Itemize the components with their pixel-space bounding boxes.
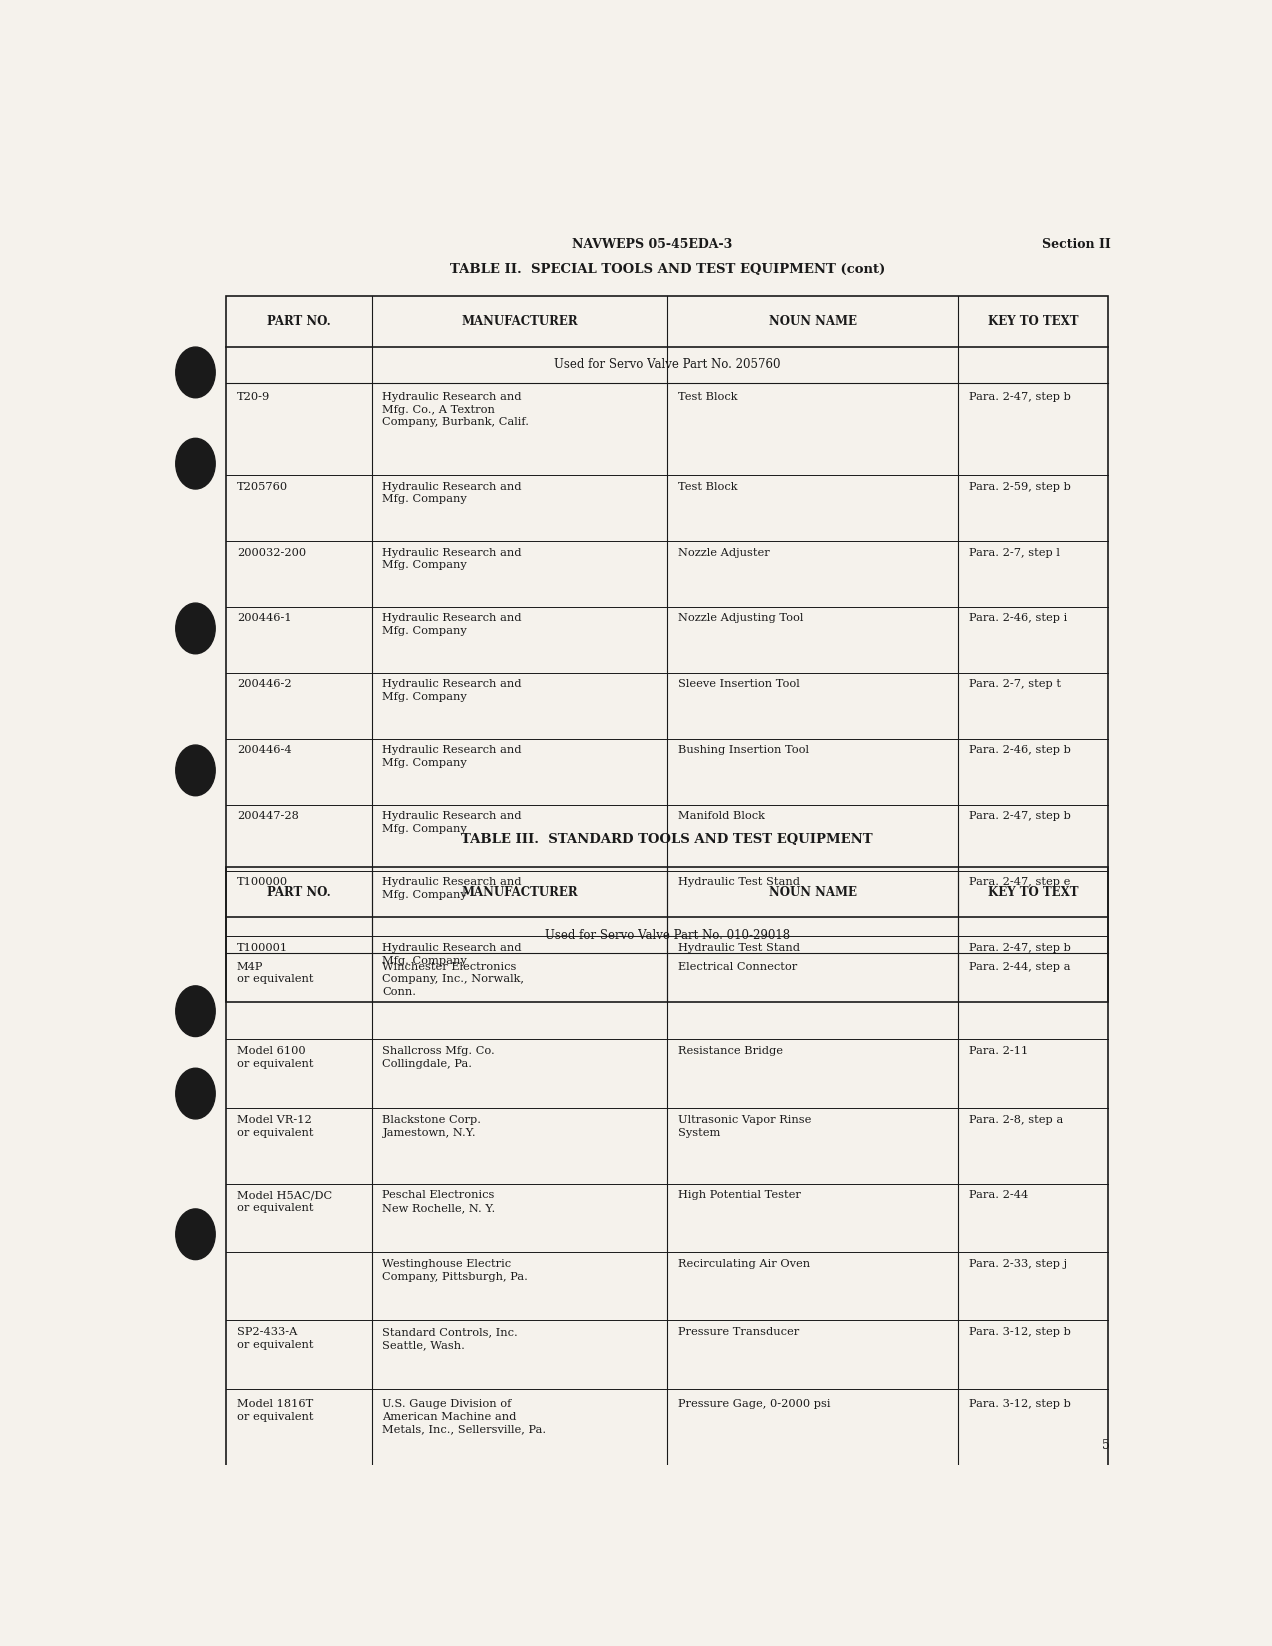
Text: Model 6100
or equivalent: Model 6100 or equivalent xyxy=(237,1045,313,1068)
Text: Winchester Electronics
Company, Inc., Norwalk,
Conn.: Winchester Electronics Company, Inc., No… xyxy=(383,961,524,997)
Text: 200446-1: 200446-1 xyxy=(237,614,291,624)
Text: Resistance Bridge: Resistance Bridge xyxy=(678,1045,784,1057)
Text: Used for Servo Valve Part No. 205760: Used for Servo Valve Part No. 205760 xyxy=(553,359,781,372)
Circle shape xyxy=(176,746,215,795)
Text: Shallcross Mfg. Co.
Collingdale, Pa.: Shallcross Mfg. Co. Collingdale, Pa. xyxy=(383,1045,495,1068)
Text: Test Block: Test Block xyxy=(678,482,738,492)
Text: Ultrasonic Vapor Rinse
System: Ultrasonic Vapor Rinse System xyxy=(678,1114,812,1137)
Text: Hydraulic Research and
Mfg. Company: Hydraulic Research and Mfg. Company xyxy=(383,877,522,900)
Text: M4P
or equivalent: M4P or equivalent xyxy=(237,961,313,984)
Text: TABLE III.  STANDARD TOOLS AND TEST EQUIPMENT: TABLE III. STANDARD TOOLS AND TEST EQUIP… xyxy=(462,833,873,846)
Bar xyxy=(226,296,1108,1002)
Text: MANUFACTURER: MANUFACTURER xyxy=(460,316,577,328)
Text: Pressure Gage, 0-2000 psi: Pressure Gage, 0-2000 psi xyxy=(678,1399,831,1409)
Text: Electrical Connector: Electrical Connector xyxy=(678,961,798,971)
Text: Pressure Transducer: Pressure Transducer xyxy=(678,1327,799,1337)
Text: Para. 3-12, step b: Para. 3-12, step b xyxy=(969,1399,1071,1409)
Text: T100001: T100001 xyxy=(237,943,287,953)
Text: Para. 2-46, step i: Para. 2-46, step i xyxy=(969,614,1067,624)
Circle shape xyxy=(176,1068,215,1119)
Text: Nozzle Adjusting Tool: Nozzle Adjusting Tool xyxy=(678,614,804,624)
Text: Para. 3-12, step b: Para. 3-12, step b xyxy=(969,1327,1071,1337)
Text: Hydraulic Research and
Mfg. Company: Hydraulic Research and Mfg. Company xyxy=(383,548,522,571)
Circle shape xyxy=(176,347,215,398)
Text: Hydraulic Research and
Mfg. Company: Hydraulic Research and Mfg. Company xyxy=(383,482,522,504)
Text: Manifold Block: Manifold Block xyxy=(678,811,764,821)
Text: Hydraulic Research and
Mfg. Company: Hydraulic Research and Mfg. Company xyxy=(383,746,522,769)
Text: Test Block: Test Block xyxy=(678,392,738,402)
Text: Para. 2-46, step b: Para. 2-46, step b xyxy=(969,746,1071,756)
Text: PART NO.: PART NO. xyxy=(267,316,331,328)
Text: Para. 2-44, step a: Para. 2-44, step a xyxy=(969,961,1071,971)
Text: Para. 2-7, step t: Para. 2-7, step t xyxy=(969,680,1061,690)
Text: Model H5AC/DC
or equivalent: Model H5AC/DC or equivalent xyxy=(237,1190,332,1213)
Text: Blackstone Corp.
Jamestown, N.Y.: Blackstone Corp. Jamestown, N.Y. xyxy=(383,1114,482,1137)
Text: Para. 2-44: Para. 2-44 xyxy=(969,1190,1029,1200)
Text: Used for Servo Valve Part No. 010-29018: Used for Servo Valve Part No. 010-29018 xyxy=(544,928,790,942)
Text: Hydraulic Test Stand: Hydraulic Test Stand xyxy=(678,943,800,953)
Text: TABLE II.  SPECIAL TOOLS AND TEST EQUIPMENT (cont): TABLE II. SPECIAL TOOLS AND TEST EQUIPME… xyxy=(449,263,885,277)
Text: Section II: Section II xyxy=(1042,239,1110,252)
Text: Para. 2-8, step a: Para. 2-8, step a xyxy=(969,1114,1063,1126)
Text: Para. 2-47, step e: Para. 2-47, step e xyxy=(969,877,1071,887)
Text: NOUN NAME: NOUN NAME xyxy=(768,316,857,328)
Text: PART NO.: PART NO. xyxy=(267,886,331,899)
Text: Peschal Electronics
New Rochelle, N. Y.: Peschal Electronics New Rochelle, N. Y. xyxy=(383,1190,496,1213)
Text: High Potential Tester: High Potential Tester xyxy=(678,1190,801,1200)
Text: Para. 2-59, step b: Para. 2-59, step b xyxy=(969,482,1071,492)
Text: Westinghouse Electric
Company, Pittsburgh, Pa.: Westinghouse Electric Company, Pittsburg… xyxy=(383,1259,528,1282)
Text: Recirculating Air Oven: Recirculating Air Oven xyxy=(678,1259,810,1269)
Circle shape xyxy=(176,602,215,653)
Text: Sleeve Insertion Tool: Sleeve Insertion Tool xyxy=(678,680,800,690)
Text: Model VR-12
or equivalent: Model VR-12 or equivalent xyxy=(237,1114,313,1137)
Text: U.S. Gauge Division of
American Machine and
Metals, Inc., Sellersville, Pa.: U.S. Gauge Division of American Machine … xyxy=(383,1399,547,1435)
Text: T20-9: T20-9 xyxy=(237,392,270,402)
Text: 200032-200: 200032-200 xyxy=(237,548,307,558)
Text: Model 1816T
or equivalent: Model 1816T or equivalent xyxy=(237,1399,313,1422)
Text: NAVWEPS 05-45EDA-3: NAVWEPS 05-45EDA-3 xyxy=(572,239,731,252)
Text: Hydraulic Research and
Mfg. Company: Hydraulic Research and Mfg. Company xyxy=(383,943,522,966)
Text: SP2-433-A
or equivalent: SP2-433-A or equivalent xyxy=(237,1327,313,1350)
Text: Para. 2-11: Para. 2-11 xyxy=(969,1045,1029,1057)
Text: 200446-2: 200446-2 xyxy=(237,680,291,690)
Text: 200446-4: 200446-4 xyxy=(237,746,291,756)
Text: Hydraulic Test Stand: Hydraulic Test Stand xyxy=(678,877,800,887)
Text: Para. 2-33, step j: Para. 2-33, step j xyxy=(969,1259,1067,1269)
Text: 200447-28: 200447-28 xyxy=(237,811,299,821)
Text: MANUFACTURER: MANUFACTURER xyxy=(460,886,577,899)
Circle shape xyxy=(176,986,215,1037)
Bar xyxy=(226,867,1108,1490)
Text: Nozzle Adjuster: Nozzle Adjuster xyxy=(678,548,770,558)
Text: Para. 2-7, step l: Para. 2-7, step l xyxy=(969,548,1060,558)
Text: 5: 5 xyxy=(1103,1439,1110,1452)
Text: Hydraulic Research and
Mfg. Company: Hydraulic Research and Mfg. Company xyxy=(383,811,522,835)
Text: Hydraulic Research and
Mfg. Company: Hydraulic Research and Mfg. Company xyxy=(383,614,522,637)
Text: Hydraulic Research and
Mfg. Co., A Textron
Company, Burbank, Calif.: Hydraulic Research and Mfg. Co., A Textr… xyxy=(383,392,529,428)
Text: Hydraulic Research and
Mfg. Company: Hydraulic Research and Mfg. Company xyxy=(383,680,522,703)
Circle shape xyxy=(176,1208,215,1259)
Text: Para. 2-47, step b: Para. 2-47, step b xyxy=(969,811,1071,821)
Text: T100000: T100000 xyxy=(237,877,287,887)
Text: Bushing Insertion Tool: Bushing Insertion Tool xyxy=(678,746,809,756)
Text: Para. 2-47, step b: Para. 2-47, step b xyxy=(969,943,1071,953)
Text: Standard Controls, Inc.
Seattle, Wash.: Standard Controls, Inc. Seattle, Wash. xyxy=(383,1327,518,1350)
Text: KEY TO TEXT: KEY TO TEXT xyxy=(988,886,1079,899)
Text: Para. 2-47, step b: Para. 2-47, step b xyxy=(969,392,1071,402)
Circle shape xyxy=(176,438,215,489)
Text: NOUN NAME: NOUN NAME xyxy=(768,886,857,899)
Text: T205760: T205760 xyxy=(237,482,287,492)
Text: KEY TO TEXT: KEY TO TEXT xyxy=(988,316,1079,328)
